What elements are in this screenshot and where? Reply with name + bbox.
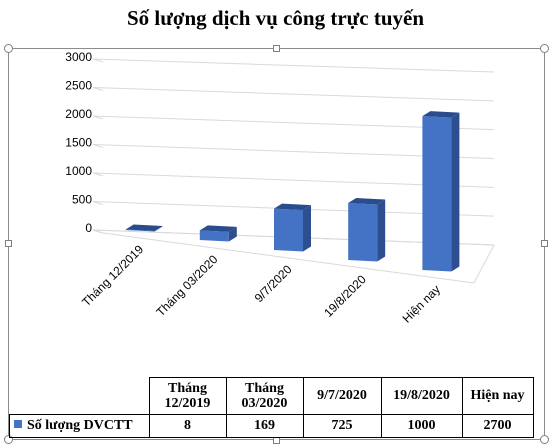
y-tick-label: 1500 <box>65 136 92 150</box>
x-tick-label: Tháng 03/2020 <box>153 252 220 319</box>
resize-handle-bottom-center[interactable] <box>273 437 280 444</box>
chart-floor <box>92 229 495 284</box>
bar-front <box>199 230 229 242</box>
y-tick-label: 2500 <box>65 79 92 93</box>
bar-top <box>422 111 460 118</box>
x-tick-label: 19/8/2020 <box>321 272 369 320</box>
gridline <box>92 172 495 188</box>
gridline <box>92 58 495 73</box>
bar-side <box>303 205 311 252</box>
table-cell: 8 <box>148 413 227 438</box>
resize-handle-top-right[interactable] <box>540 44 549 53</box>
data-table: Tháng 12/2019 Tháng 03/2020 9/7/2020 19/… <box>9 377 534 438</box>
bar-side <box>154 226 163 232</box>
resize-handle-bottom-left[interactable] <box>4 435 13 444</box>
table-header-cell: 19/8/2020 <box>380 377 463 415</box>
bar-group <box>348 198 386 262</box>
bar-front <box>422 116 452 272</box>
table-header-cell: 9/7/2020 <box>302 377 382 415</box>
bar-front <box>348 203 378 262</box>
table-header-cell: Tháng 12/2019 <box>148 377 227 415</box>
y-tick-label: 2000 <box>65 107 92 121</box>
table-corner-cell <box>9 377 150 415</box>
legend-key-icon <box>14 420 22 428</box>
gridline <box>92 115 495 131</box>
table-cell: 725 <box>302 413 382 438</box>
resize-handle-top-center[interactable] <box>273 45 280 52</box>
bar-side <box>451 112 460 272</box>
bar-top <box>274 203 311 211</box>
y-tick-label: 1000 <box>65 164 92 178</box>
bar-chart-3d: 0 500 1000 1500 2000 2500 3000 Tháng 12/2019 Thá… <box>65 50 495 326</box>
gridline <box>92 87 495 102</box>
bar-side <box>228 226 237 242</box>
x-tick-label: Tháng 12/2019 <box>79 242 146 309</box>
table-header-cell: Tháng 03/2020 <box>225 377 304 415</box>
bar-group <box>422 111 460 272</box>
y-tick-label: 500 <box>72 193 92 207</box>
table-cell: 2700 <box>461 413 534 438</box>
gridline <box>92 144 495 159</box>
bar-top <box>199 225 237 232</box>
bar-top <box>348 198 386 205</box>
table-header-row: Tháng 12/2019 Tháng 03/2020 9/7/2020 19/… <box>9 377 534 415</box>
bar-side <box>377 199 386 262</box>
resize-handle-middle-left[interactable] <box>5 240 12 247</box>
x-tick-label: Hiện nay <box>400 282 443 325</box>
table-header-cell: Hiện nay <box>461 377 534 415</box>
bar-group <box>199 225 237 242</box>
chart-title: Số lượng dịch vụ công trực tuyến <box>126 6 425 30</box>
table-row: Số lượng DVCTT 8 169 725 1000 2700 <box>9 413 534 438</box>
bar-front <box>125 229 155 232</box>
y-tick-label: 3000 <box>65 50 92 64</box>
resize-handle-bottom-right[interactable] <box>540 435 549 444</box>
table-row-label: Số lượng DVCTT <box>9 413 150 438</box>
table-cell: 1000 <box>380 413 463 438</box>
bar-group <box>274 203 311 252</box>
bar-front <box>274 208 303 252</box>
x-tick-label: 9/7/2020 <box>252 262 295 305</box>
bar-group <box>125 224 163 232</box>
resize-handle-middle-right[interactable] <box>541 240 548 247</box>
resize-handle-top-left[interactable] <box>4 44 13 53</box>
y-tick-label: 0 <box>85 221 92 235</box>
table-cell: 169 <box>225 413 304 438</box>
bar-top <box>125 224 163 232</box>
